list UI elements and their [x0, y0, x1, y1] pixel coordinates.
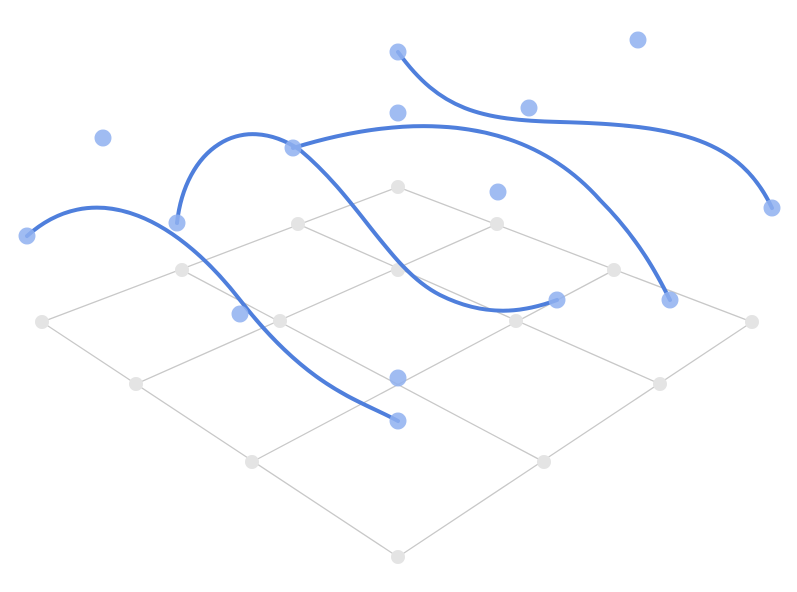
control-dot: [548, 291, 566, 309]
grid-line: [41, 321, 399, 558]
control-dot: [231, 305, 249, 323]
control-dot: [629, 31, 647, 49]
grid-dot: [245, 455, 259, 469]
control-dot: [18, 227, 36, 245]
control-dots: [18, 31, 781, 430]
grid-dot: [35, 315, 49, 329]
control-dot: [489, 183, 507, 201]
control-dot: [763, 199, 781, 217]
curve: [291, 124, 672, 302]
grid-dot: [129, 377, 143, 391]
grid-dot: [175, 263, 189, 277]
grid-dot: [291, 217, 305, 231]
control-dot: [661, 291, 679, 309]
control-dot: [389, 104, 407, 122]
grid-dot: [273, 314, 287, 328]
curve: [396, 50, 774, 210]
control-dot: [94, 129, 112, 147]
grid-dot: [391, 180, 405, 194]
grid-line: [41, 186, 399, 323]
grid-dot: [607, 263, 621, 277]
grid-dot: [509, 314, 523, 328]
curve: [25, 205, 400, 423]
grid-dot: [490, 217, 504, 231]
curve: [175, 132, 559, 313]
curves: [25, 50, 774, 423]
control-dot: [284, 139, 302, 157]
grid-line: [297, 223, 661, 385]
grid-dot: [391, 550, 405, 564]
grid-line: [397, 186, 753, 323]
control-dot: [168, 214, 186, 232]
grid-dots: [35, 180, 759, 564]
control-dot: [389, 43, 407, 61]
grid-dot: [653, 377, 667, 391]
grid-line: [397, 321, 753, 558]
control-dot: [389, 412, 407, 430]
grid-dot: [745, 315, 759, 329]
grid-dot: [537, 455, 551, 469]
grid-line: [181, 269, 545, 463]
control-dot: [389, 369, 407, 387]
grid-line: [135, 223, 498, 385]
control-dot: [520, 99, 538, 117]
